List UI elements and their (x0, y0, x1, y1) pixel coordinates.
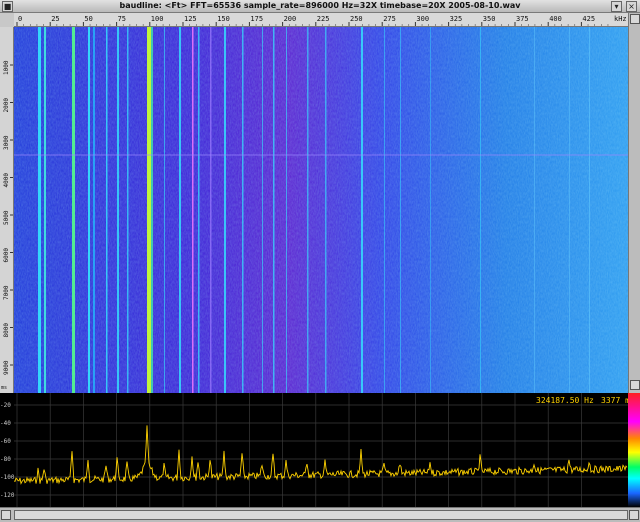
time-tick-label: 8000 (3, 323, 10, 338)
frequency-readout: 324187.50 Hz (536, 396, 594, 405)
time-readout: 3377 ms (601, 396, 635, 405)
time-tick-label: 7000 (3, 285, 10, 300)
time-tick-label: 1000 (3, 60, 10, 75)
time-tick-label: 4000 (3, 173, 10, 188)
scroll-right-button[interactable] (629, 510, 639, 520)
freq-tick-label: 275 (383, 15, 396, 23)
time-tick-label: 9000 (3, 360, 10, 375)
freq-tick-label: 50 (84, 15, 92, 23)
db-tick-label: -20 (0, 402, 11, 409)
db-tick-label: -60 (0, 438, 11, 445)
freq-tick-label: 375 (516, 15, 529, 23)
freq-tick-label: 75 (118, 15, 126, 23)
db-axis: -20 -40 -60 -80 -100 -120 (0, 393, 14, 507)
freq-tick-label: 350 (483, 15, 496, 23)
frequency-axis: 0 25 50 75 100 125 150 175 200 225 250 275 300 325 350… (14, 13, 628, 27)
scroll-thumb[interactable] (14, 510, 628, 520)
freq-tick-label: 425 (582, 15, 595, 23)
vertical-scrollbar[interactable] (628, 13, 640, 393)
scroll-up-button[interactable] (630, 14, 640, 24)
freq-tick-label: 125 (184, 15, 197, 23)
freq-tick-label: 25 (51, 15, 59, 23)
close-icon[interactable]: × (626, 1, 637, 12)
minimize-icon[interactable]: ▾ (611, 1, 622, 12)
window-title: baudline: <Ft> FFT=65536 sample_rate=896… (119, 1, 521, 10)
spectrum-trace (14, 425, 628, 485)
time-unit-label: ms (1, 385, 7, 391)
freq-tick-label: 100 (151, 15, 164, 23)
freq-tick-label: 325 (450, 15, 463, 23)
freq-tick-label: 175 (250, 15, 263, 23)
time-tick-label: 2000 (3, 98, 10, 113)
db-tick-label: -80 (0, 456, 11, 463)
db-tick-label: -40 (0, 420, 11, 427)
spectrum-plot[interactable] (14, 393, 628, 507)
scroll-left-button[interactable] (1, 510, 11, 520)
spectrogram-waterfall[interactable] (14, 27, 628, 393)
freq-tick-label: 200 (284, 15, 297, 23)
freq-unit-label: kHz (614, 15, 627, 23)
color-scale-bar (628, 393, 640, 507)
freq-tick-label: 150 (217, 15, 230, 23)
freq-tick-label: 250 (350, 15, 363, 23)
freq-tick-label: 225 (317, 15, 330, 23)
freq-tick-label: 400 (549, 15, 562, 23)
window-titlebar[interactable]: ■ baudline: <Ft> FFT=65536 sample_rate=8… (0, 0, 640, 13)
horizontal-scrollbar[interactable] (0, 507, 640, 522)
time-tick-label: 6000 (3, 248, 10, 263)
freq-tick-label: 0 (18, 15, 22, 23)
window-menu-icon[interactable]: ■ (2, 1, 13, 12)
freq-tick-label: 300 (416, 15, 429, 23)
db-tick-label: -120 (0, 492, 14, 499)
scroll-down-button[interactable] (630, 380, 640, 390)
time-axis: 1000 2000 3000 4000 5000 6000 7000 8000 9000 ms (0, 27, 14, 393)
time-tick-label: 3000 (3, 135, 10, 150)
time-tick-label: 5000 (3, 210, 10, 225)
db-tick-label: -100 (0, 474, 14, 481)
